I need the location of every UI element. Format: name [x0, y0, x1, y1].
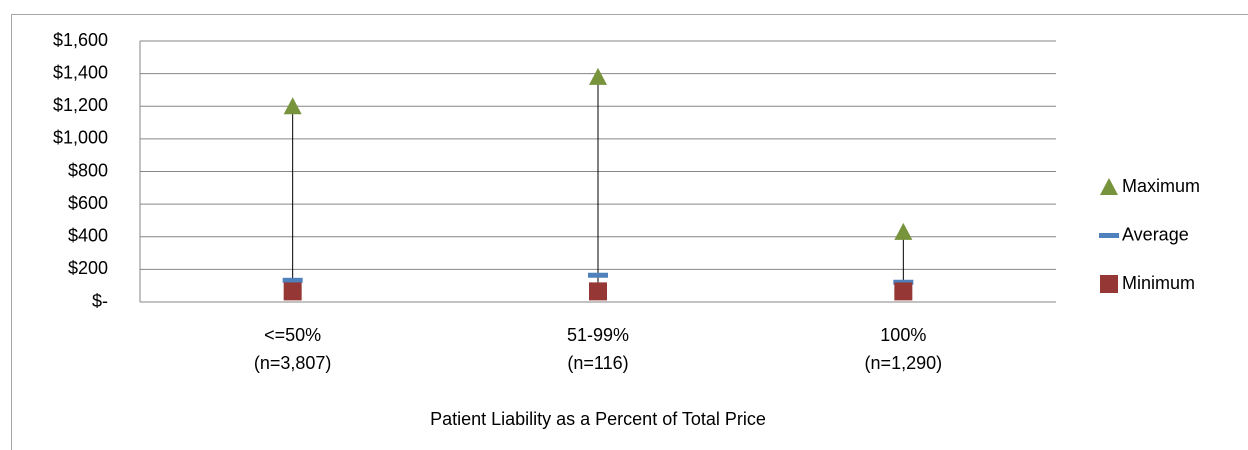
point: [588, 272, 608, 278]
point: [894, 222, 913, 240]
x-tick-label: 51-99% (n=116): [567, 325, 629, 373]
x-tick-label: 100% (n=1,290): [865, 325, 943, 373]
y-tick-label: $1,400: [53, 62, 108, 82]
y-tick-label: $200: [68, 258, 108, 278]
legend-marker: [1100, 178, 1118, 195]
point: [283, 97, 302, 115]
y-tick-label: $400: [68, 226, 108, 246]
legend-marker: [1100, 275, 1118, 293]
point: [283, 282, 302, 301]
y-tick-label: $1,200: [53, 95, 108, 115]
point: [893, 279, 914, 285]
point: [282, 277, 303, 283]
chart-border: [11, 14, 1248, 450]
y-tick-label: $-: [92, 291, 108, 311]
legend-marker: [1099, 233, 1119, 238]
y-tick-label: $800: [68, 160, 108, 180]
y-tick-label: $1,600: [53, 30, 108, 50]
legend-label: Average: [1122, 224, 1189, 244]
y-tick-label: $600: [68, 193, 108, 213]
y-tick-label: $1,000: [53, 128, 108, 148]
legend-label: Minimum: [1122, 273, 1195, 293]
point: [894, 282, 913, 301]
legend-label: Maximum: [1122, 176, 1200, 196]
point: [589, 282, 607, 301]
x-axis-title: Patient Liability as a Percent of Total …: [430, 409, 766, 429]
point: [589, 67, 607, 85]
x-tick-label: <=50% (n=3,807): [254, 325, 332, 373]
